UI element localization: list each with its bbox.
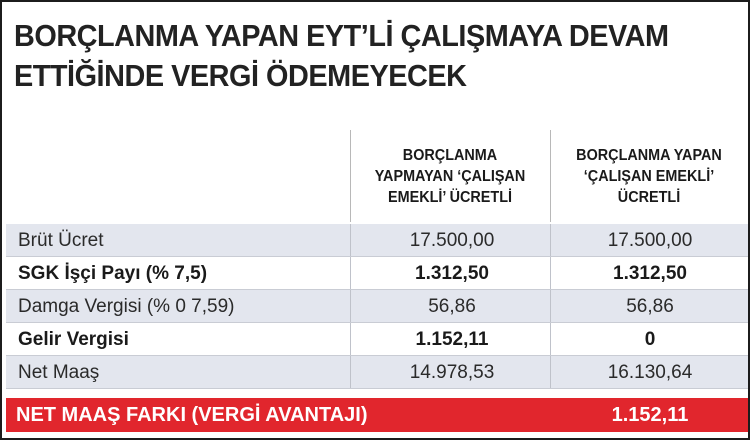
row-value-borrowing: 0	[644, 328, 656, 350]
cell-divider	[350, 224, 351, 257]
row-label: Net Maaş	[18, 361, 100, 383]
table-row: Net Maaş 14.978,53 16.130,64	[6, 356, 748, 389]
cell-divider	[550, 356, 551, 389]
row-value-borrowing: 1.312,50	[613, 262, 687, 284]
row-value-borrowing: 16.130,64	[607, 361, 693, 383]
cell-divider	[350, 290, 351, 323]
cell-divider	[550, 323, 551, 356]
cell-divider	[550, 257, 551, 290]
cell-divider	[350, 356, 351, 389]
row-value-no-borrowing: 17.500,00	[409, 229, 495, 251]
table-row: Brüt Ücret 17.500,00 17.500,00	[6, 224, 748, 257]
row-value-no-borrowing: 56,86	[428, 295, 476, 317]
row-divider	[6, 289, 748, 290]
row-divider	[6, 322, 748, 323]
table-row: Gelir Vergisi 1.152,11 0	[6, 323, 748, 356]
total-row: NET MAAŞ FARKI (VERGİ AVANTAJI) 1.152,11	[6, 398, 748, 432]
column-header-no-borrowing: BORÇLANMA YAPMAYAN ‘ÇALIŞAN EMEKLİ’ ÜCRE…	[362, 132, 538, 220]
row-value-borrowing: 17.500,00	[607, 229, 693, 251]
row-label: Gelir Vergisi	[18, 328, 129, 350]
row-label: SGK İşçi Payı (% 7,5)	[18, 262, 208, 284]
row-value-no-borrowing: 14.978,53	[409, 361, 495, 383]
row-divider	[6, 388, 748, 389]
row-value-no-borrowing: 1.312,50	[415, 262, 489, 284]
title-line-1: BORÇLANMA YAPAN EYT’Lİ ÇALIŞMAYA DEVAM	[14, 18, 669, 53]
page-title: BORÇLANMA YAPAN EYT’Lİ ÇALIŞMAYA DEVAM E…	[14, 16, 689, 96]
title-line-2: ETTİĞİNDE VERGİ ÖDEMEYECEK	[14, 58, 467, 93]
column-header-borrowing-label: BORÇLANMA YAPAN ‘ÇALIŞAN EMEKLİ’ ÜCRETLİ	[576, 146, 722, 206]
row-value-borrowing: 56,86	[626, 295, 674, 317]
cell-divider	[550, 224, 551, 257]
table-row: Damga Vergisi (% 0 7,59) 56,86 56,86	[6, 290, 748, 323]
table-row: SGK İşçi Payı (% 7,5) 1.312,50 1.312,50	[6, 257, 748, 290]
cell-divider	[550, 290, 551, 323]
column-header-borrowing: BORÇLANMA YAPAN ‘ÇALIŞAN EMEKLİ’ ÜCRETLİ	[562, 132, 737, 220]
column-separator-1	[350, 130, 351, 222]
total-value: 1.152,11	[611, 403, 689, 426]
cell-divider	[350, 323, 351, 356]
total-label: NET MAAŞ FARKI (VERGİ AVANTAJI)	[16, 403, 368, 426]
cell-divider	[350, 257, 351, 290]
row-label: Damga Vergisi (% 0 7,59)	[18, 295, 235, 317]
column-separator-2	[550, 130, 551, 222]
row-value-no-borrowing: 1.152,11	[415, 328, 489, 350]
row-divider	[6, 256, 748, 257]
row-label: Brüt Ücret	[18, 229, 104, 251]
column-header-no-borrowing-label: BORÇLANMA YAPMAYAN ‘ÇALIŞAN EMEKLİ’ ÜCRE…	[374, 146, 526, 206]
row-divider	[6, 355, 748, 356]
comparison-table: Brüt Ücret 17.500,00 17.500,00 SGK İşçi …	[6, 224, 748, 389]
